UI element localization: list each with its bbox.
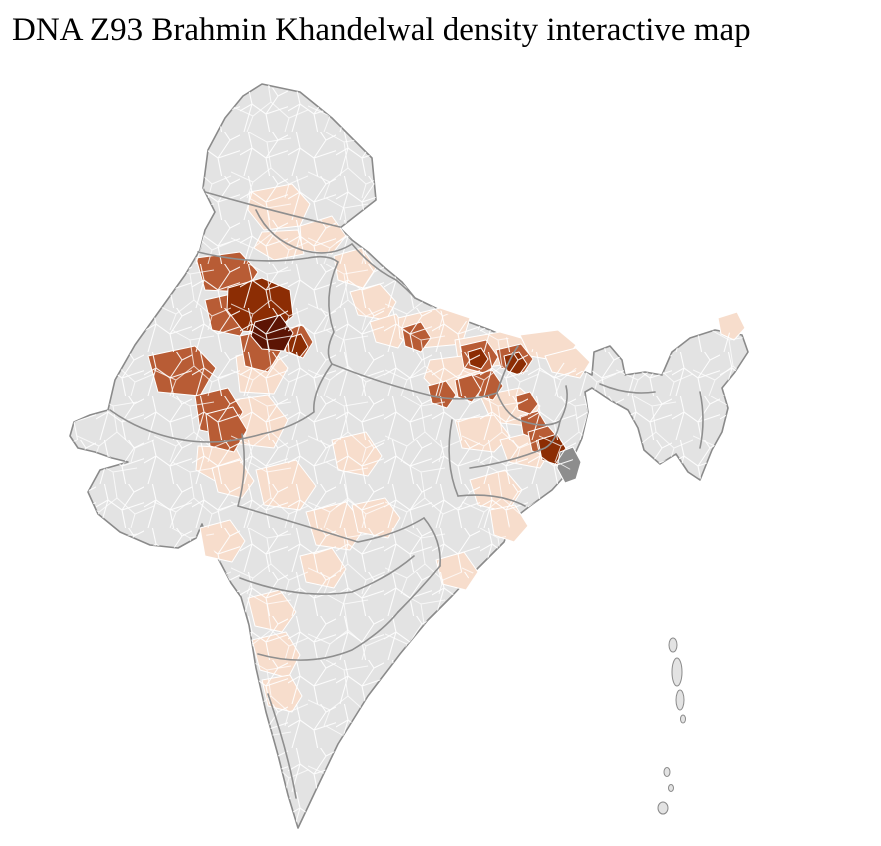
island-chain[interactable] (657, 637, 686, 815)
island[interactable] (680, 714, 686, 724)
island[interactable] (668, 784, 674, 792)
island[interactable] (663, 767, 671, 777)
island[interactable] (657, 801, 669, 815)
island[interactable] (668, 637, 678, 653)
map-title: DNA Z93 Brahmin Khandelwal density inter… (12, 12, 751, 48)
india-landmass[interactable] (69, 83, 749, 829)
island[interactable] (671, 657, 683, 687)
island[interactable] (675, 689, 685, 711)
